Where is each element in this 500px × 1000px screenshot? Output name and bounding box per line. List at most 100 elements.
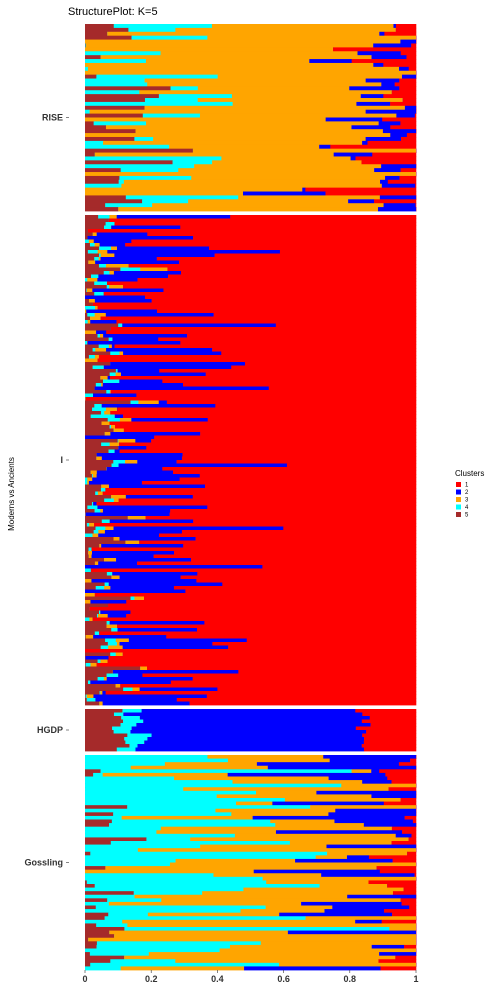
bar-segment-HGDP-0-cluster-4 — [122, 709, 142, 713]
bar-segment-Gossling-41-cluster-4 — [85, 901, 110, 906]
bar-segment-Gossling-56-cluster-5 — [85, 955, 125, 960]
bar-segment-I-35-cluster-1 — [158, 337, 417, 342]
bar-segment-I-18-cluster-2 — [97, 278, 138, 282]
bar-segment-Gossling-14-cluster-5 — [85, 805, 128, 810]
bar-segment-Gossling-53-cluster-3 — [229, 944, 372, 949]
bar-segment-I-28-cluster-2 — [105, 313, 214, 317]
bar-segment-Gossling-51-cluster-5 — [85, 937, 89, 942]
bar-segment-RISE-39-cluster-5 — [85, 175, 120, 181]
bar-segment-Gossling-15-cluster-4 — [85, 808, 216, 813]
bar-segment-Gossling-48-cluster-5 — [85, 927, 125, 931]
bar-segment-Gossling-59-cluster-2 — [244, 966, 381, 971]
bar-segment-I-31-cluster-2 — [122, 323, 277, 328]
bar-segment-Gossling-11-cluster-3 — [216, 794, 372, 799]
bar-segment-I-45-cluster-2 — [120, 372, 206, 377]
bar-segment-I-46-cluster-3 — [100, 376, 108, 380]
bar-segment-Gossling-36-cluster-1 — [387, 884, 417, 888]
bar-segment-I-22-cluster-1 — [103, 292, 417, 296]
bar-segment-HGDP-10-cluster-2 — [137, 744, 362, 748]
bar-segment-I-97-cluster-3 — [88, 554, 92, 559]
bar-segment-RISE-43-cluster-1 — [325, 191, 417, 196]
bar-segment-I-38-cluster-5 — [85, 348, 93, 352]
bar-segment-RISE-20-cluster-4 — [85, 101, 233, 107]
bar-segment-Gossling-1-cluster-2 — [329, 758, 411, 763]
bar-segment-RISE-34-cluster-2 — [350, 156, 356, 161]
bar-segment-Gossling-45-cluster-4 — [104, 916, 306, 921]
bar-segment-I-54-cluster-2 — [101, 404, 216, 408]
bar-segment-I-60-cluster-5 — [85, 425, 110, 429]
bar-segment-I-109-cluster-4 — [130, 596, 135, 601]
bar-segment-I-61-cluster-1 — [123, 428, 417, 433]
bar-segment-Gossling-36-cluster-5 — [85, 884, 95, 888]
bar-segment-I-111-cluster-1 — [108, 603, 417, 608]
bar-segment-I-64-cluster-4 — [117, 439, 119, 443]
bar-segment-RISE-13-cluster-2 — [401, 74, 417, 79]
bar-segment-Gossling-44-cluster-4 — [108, 912, 149, 917]
bar-segment-Gossling-18-cluster-4 — [111, 819, 271, 824]
bar-segment-I-83-cluster-5 — [85, 505, 88, 510]
bar-segment-I-89-cluster-3 — [105, 526, 114, 531]
bar-segment-HGDP-9-cluster-1 — [363, 740, 417, 745]
bar-segment-RISE-16-cluster-3 — [197, 86, 350, 91]
x-tick-label-5: 1 — [413, 974, 418, 984]
bar-segment-I-87-cluster-2 — [109, 519, 194, 524]
bar-segment-I-12-cluster-1 — [156, 257, 417, 261]
bar-segment-HGDP-2-cluster-1 — [369, 716, 417, 720]
bar-segment-Gossling-32-cluster-3 — [85, 869, 255, 874]
bar-segment-Gossling-1-cluster-1 — [410, 758, 417, 763]
bar-segment-I-42-cluster-1 — [244, 362, 417, 366]
bar-segment-I-0-cluster-3 — [109, 215, 117, 219]
bar-segment-I-121-cluster-1 — [246, 638, 417, 643]
bar-segment-RISE-20-cluster-1 — [390, 101, 417, 107]
bar-segment-RISE-14-cluster-3 — [144, 78, 366, 83]
bar-segment-I-108-cluster-3 — [85, 593, 96, 597]
bar-segment-I-49-cluster-1 — [268, 386, 417, 391]
bar-segment-I-84-cluster-4 — [94, 509, 101, 513]
bar-segment-I-16-cluster-1 — [180, 271, 417, 275]
bar-segment-I-32-cluster-5 — [85, 327, 112, 331]
bar-segment-Gossling-4-cluster-4 — [100, 769, 352, 774]
bar-segment-I-82-cluster-4 — [91, 502, 94, 506]
x-tick-label-0: 0 — [82, 974, 87, 984]
bar-segment-I-3-cluster-2 — [111, 225, 181, 230]
bar-segment-Gossling-23-cluster-5 — [85, 837, 147, 842]
bar-segment-I-87-cluster-5 — [85, 519, 103, 524]
bar-segment-RISE-17-cluster-3 — [139, 90, 393, 95]
bar-segment-I-15-cluster-3 — [140, 267, 168, 272]
bar-segment-I-2-cluster-5 — [85, 222, 106, 226]
bar-segment-I-96-cluster-5 — [85, 551, 89, 555]
bar-segment-I-131-cluster-1 — [142, 673, 417, 678]
bar-segment-RISE-45-cluster-5 — [85, 199, 143, 204]
bar-segment-RISE-3-cluster-4 — [131, 35, 208, 40]
bar-segment-I-66-cluster-2 — [118, 446, 147, 450]
bar-segment-I-68-cluster-2 — [96, 453, 183, 457]
bar-segment-Gossling-36-cluster-3 — [319, 884, 388, 888]
bar-segment-I-89-cluster-4 — [95, 526, 106, 531]
bar-segment-I-99-cluster-1 — [137, 561, 417, 566]
bar-segment-Gossling-27-cluster-4 — [90, 851, 328, 856]
bar-segment-Gossling-8-cluster-3 — [341, 783, 417, 788]
bar-segment-RISE-35-cluster-4 — [172, 160, 213, 165]
bar-segment-I-21-cluster-1 — [163, 288, 417, 293]
bar-segment-I-62-cluster-1 — [200, 432, 417, 436]
plot-area — [85, 24, 417, 971]
bar-segment-I-113-cluster-2 — [100, 610, 131, 615]
bar-segment-Gossling-6-cluster-2 — [328, 776, 388, 781]
bar-segment-I-77-cluster-1 — [205, 484, 417, 489]
bar-segment-I-9-cluster-3 — [111, 246, 118, 251]
bar-segment-I-104-cluster-3 — [85, 579, 92, 583]
bar-segment-Gossling-37-cluster-1 — [403, 887, 417, 892]
bar-segment-I-83-cluster-4 — [87, 505, 98, 510]
bar-segment-I-13-cluster-5 — [85, 260, 89, 265]
bar-segment-Gossling-44-cluster-1 — [392, 912, 417, 917]
bar-segment-I-16-cluster-3 — [109, 271, 115, 275]
bar-segment-RISE-30-cluster-4 — [85, 140, 104, 146]
group-label-RISE: RISE — [42, 113, 63, 123]
bar-segment-Gossling-38-cluster-3 — [202, 891, 394, 896]
bar-segment-I-92-cluster-3 — [113, 537, 120, 541]
bar-segment-I-37-cluster-5 — [85, 344, 99, 349]
bar-segment-RISE-33-cluster-2 — [333, 152, 373, 157]
bar-segment-I-50-cluster-4 — [106, 390, 111, 394]
bar-segment-I-13-cluster-1 — [179, 260, 417, 265]
bar-segment-I-132-cluster-1 — [192, 677, 417, 681]
